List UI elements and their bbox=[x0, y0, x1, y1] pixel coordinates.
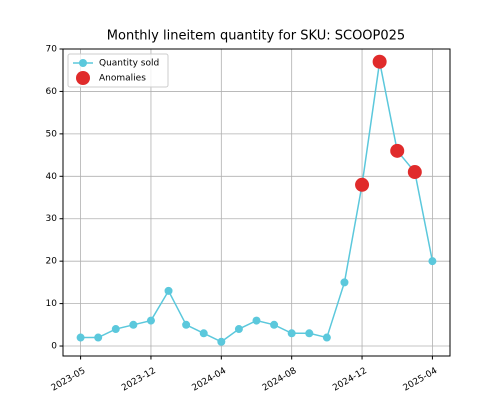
point bbox=[146, 316, 155, 325]
y-tick-label: 20 bbox=[46, 257, 58, 267]
legend-label: Quantity sold bbox=[99, 59, 159, 69]
anomaly-point bbox=[372, 54, 387, 69]
point bbox=[252, 316, 261, 325]
y-tick-label: 50 bbox=[46, 129, 58, 139]
point bbox=[270, 320, 279, 329]
point bbox=[182, 320, 191, 329]
anomaly-point bbox=[390, 143, 405, 158]
legend-swatch bbox=[76, 71, 90, 85]
marks bbox=[76, 54, 437, 346]
point bbox=[199, 329, 208, 338]
point bbox=[111, 325, 120, 334]
anomaly-point bbox=[355, 177, 370, 192]
plot-frame bbox=[62, 48, 451, 357]
point bbox=[340, 278, 349, 287]
point bbox=[305, 329, 314, 338]
point bbox=[322, 333, 331, 342]
legend-label: Anomalies bbox=[99, 74, 146, 84]
point bbox=[287, 329, 296, 338]
point bbox=[94, 333, 103, 342]
point bbox=[76, 333, 85, 342]
y-tick-label: 10 bbox=[46, 299, 58, 309]
y-tick-label: 40 bbox=[46, 172, 58, 182]
point bbox=[234, 325, 243, 334]
y-tick-label: 60 bbox=[46, 87, 58, 97]
legend-swatch bbox=[79, 59, 87, 67]
y-tick-label: 30 bbox=[46, 214, 58, 224]
chart-title: Monthly lineitem quantity for SKU: SCOOP… bbox=[107, 29, 405, 44]
point bbox=[164, 286, 173, 295]
anomaly-point bbox=[407, 165, 422, 180]
point bbox=[217, 337, 226, 346]
y-tick-label: 70 bbox=[46, 45, 58, 55]
y-tick-label: 0 bbox=[51, 342, 57, 352]
point bbox=[129, 320, 138, 329]
point bbox=[428, 257, 437, 266]
legend: Quantity sold Anomalies bbox=[67, 53, 169, 88]
